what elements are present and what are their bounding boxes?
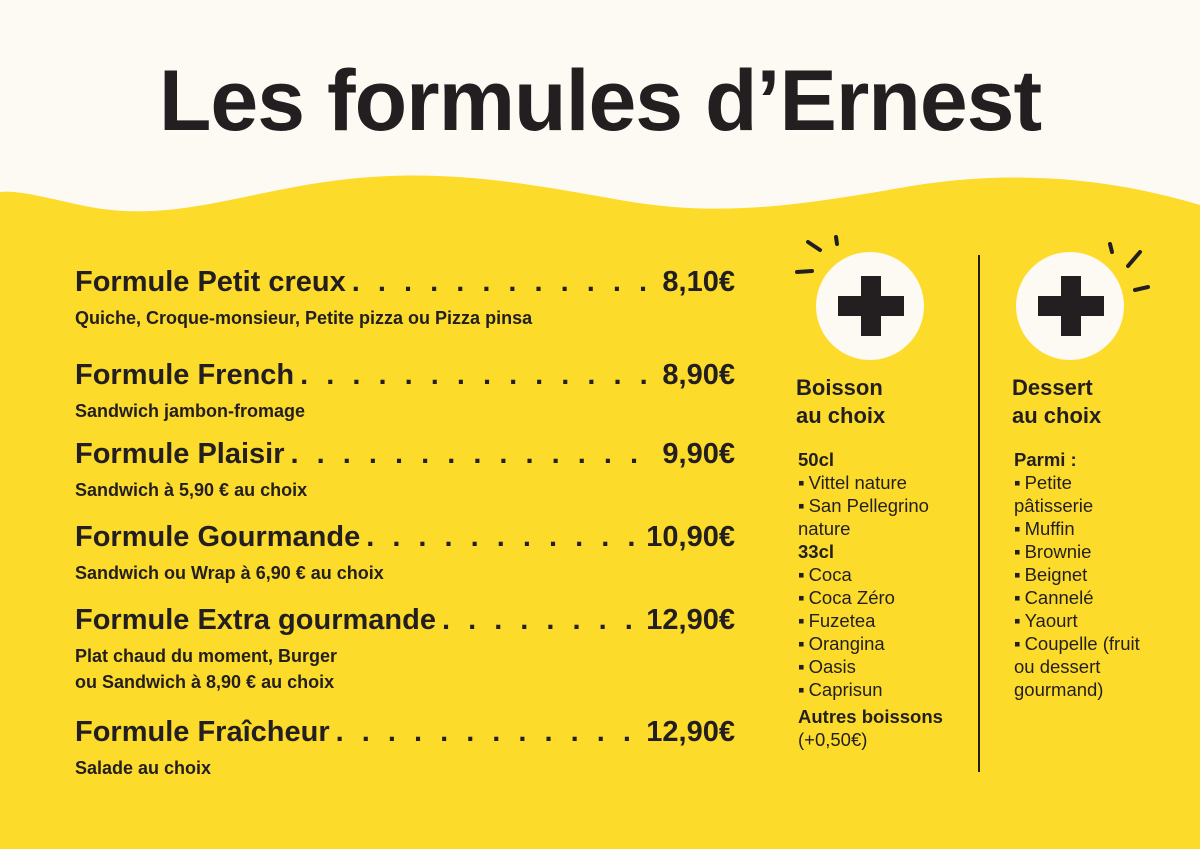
title-line: Dessert [1012,375,1093,400]
plus-icon [1016,252,1124,360]
formule-price: 12,90€ [646,716,735,748]
description-line: Salade au choix [75,758,212,778]
list-item: Autres boissons [798,706,943,727]
formule-description: Sandwich à 5,90 € au choix [75,477,735,503]
list-item: Muffin [1014,517,1152,540]
formule-price: 9,90€ [662,438,735,470]
formule-item: Formule Extra gourmande 12,90€ Plat chaud … [75,604,735,695]
dot-leader [442,604,640,637]
boisson-list: 50clVittel natureSan Pellegrino nature33… [798,448,966,751]
formule-item: Formule French 8,90€ Sandwich jambon-froma… [75,359,735,424]
list-item: Coca [798,563,966,586]
column-divider [978,255,980,772]
list-item: Yaourt [1014,609,1152,632]
formule-price: 8,90€ [662,359,735,391]
description-line: Sandwich ou Wrap à 6,90 € au choix [75,563,384,583]
formule-header: Formule Petit creux 8,10€ [75,266,735,299]
formule-price: 10,90€ [646,521,735,553]
dot-leader [291,438,657,471]
dot-leader [300,359,656,392]
list-item: Fuzetea [798,609,966,632]
list-item: 33cl [798,541,835,562]
list-item: Cannelé [1014,586,1152,609]
formule-name: Formule Fraîcheur [75,716,330,748]
dessert-list: Parmi :Petite pâtisserieMuffinBrownieBei… [1014,448,1152,701]
dessert-section: Dessert au choix Parmi :Petite pâtisserieM… [1012,374,1152,701]
formule-price: 8,10€ [662,266,735,298]
list-item: Coupelle (fruit ou dessert gourmand) [1014,632,1152,701]
sparkle-lines [795,235,1150,292]
formule-item: Formule Gourmande 10,90€ Sandwich ou Wrap … [75,521,735,586]
formule-name: Formule Plaisir [75,438,285,470]
formule-header: Formule Gourmande 10,90€ [75,521,735,554]
formule-description: Quiche, Croque-monsieur, Petite pizza ou… [75,305,735,331]
dot-leader [366,521,640,554]
list-item: Oasis [798,655,966,678]
list-item: (+0,50€) [798,729,868,750]
formule-header: Formule Extra gourmande 12,90€ [75,604,735,637]
title-line: Boisson [796,375,883,400]
formule-item: Formule Petit creux 8,10€ Quiche, Croque-m… [75,266,735,331]
dot-leader [336,716,641,749]
formule-description: Plat chaud du moment, Burger ou Sandwich … [75,643,735,695]
formule-price: 12,90€ [646,604,735,636]
formule-name: Formule French [75,359,295,391]
list-item: San Pellegrino nature [798,494,966,540]
list-item: Brownie [1014,540,1152,563]
page-title: Les formules d’Ernest [158,53,1042,149]
boisson-section: Boisson au choix 50clVittel natureSan Pell… [796,374,966,751]
formule-header: Formule French 8,90€ [75,359,735,392]
formule-name: Formule Petit creux [75,266,346,298]
list-item: Petite pâtisserie [1014,471,1152,517]
formule-description: Salade au choix [75,755,735,781]
description-line: Quiche, Croque-monsieur, Petite pizza ou… [75,308,533,328]
list-item: Parmi : [1014,449,1077,470]
list-item: Orangina [798,632,966,655]
formule-name: Formule Gourmande [75,521,361,553]
title-line: au choix [1012,403,1102,428]
formule-header: Formule Fraîcheur 12,90€ [75,716,735,749]
formule-header: Formule Plaisir 9,90€ [75,438,735,471]
list-item: Beignet [1014,563,1152,586]
description-line: Plat chaud du moment, Burger [75,646,338,666]
list-item: Coca Zéro [798,586,966,609]
description-line: Sandwich à 5,90 € au choix [75,480,308,500]
title-line: au choix [796,403,886,428]
list-item: Caprisun [798,678,966,701]
formule-name: Formule Extra gourmande [75,604,436,636]
description-line: Sandwich jambon-fromage [75,401,306,421]
formule-description: Sandwich ou Wrap à 6,90 € au choix [75,560,735,586]
section-title: Boisson au choix [796,374,966,430]
plus-icon [816,252,924,360]
list-item: Vittel nature [798,471,966,494]
formule-description: Sandwich jambon-fromage [75,398,735,424]
description-line: ou Sandwich à 8,90 € au choix [75,672,335,692]
formule-item: Formule Fraîcheur 12,90€ Salade au choix [75,716,735,781]
section-title: Dessert au choix [1012,374,1152,430]
list-item: 50cl [798,449,835,470]
dot-leader [352,266,657,299]
formule-item: Formule Plaisir 9,90€ Sandwich à 5,90 € au… [75,438,735,503]
